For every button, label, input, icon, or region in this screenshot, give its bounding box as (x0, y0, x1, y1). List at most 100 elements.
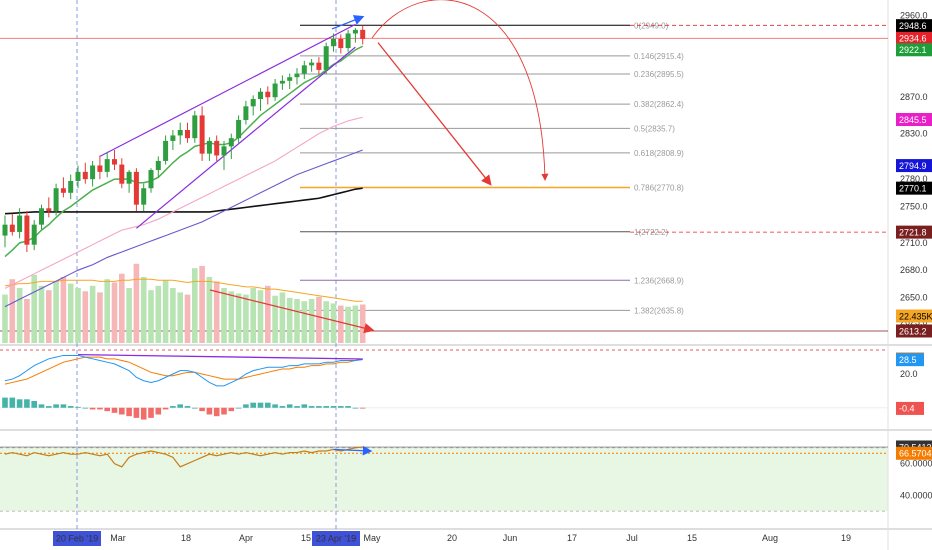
candle-body (185, 129, 190, 139)
macd-histogram-bar (104, 407, 110, 412)
volume-bar (24, 299, 30, 343)
candle-body (31, 224, 37, 245)
macd-histogram-bar (301, 404, 308, 408)
price-tag (896, 225, 932, 239)
macd-histogram-bar (250, 402, 256, 408)
volume-bar (359, 304, 366, 343)
x-tick-label: Aug (762, 533, 778, 543)
price-tag-label: 2794.9 (899, 161, 927, 171)
candle-body (177, 129, 183, 136)
volume-bar (279, 292, 286, 343)
price-tag (896, 324, 932, 338)
fib-level-label: 0.382(2862.4) (634, 100, 684, 109)
volume-bar (126, 288, 132, 343)
price-tick-label: 2830.0 (900, 129, 928, 139)
candle-body (331, 38, 336, 47)
fib-level-label: 0.618(2808.9) (634, 149, 684, 158)
volume-bar (38, 285, 45, 343)
candle-body (221, 146, 227, 156)
candle-body (104, 159, 110, 172)
candle-body (265, 91, 271, 98)
x-tick-label: May (363, 533, 381, 543)
fib-level-label: 0.146(2915.4) (634, 52, 684, 61)
price-tag (896, 43, 932, 57)
volume-bar (243, 294, 249, 343)
candle-body (323, 46, 329, 70)
candle-body (352, 29, 358, 34)
candle-body (60, 188, 66, 193)
volume-bar (235, 293, 242, 343)
target-arrow (377, 42, 492, 186)
price-tag (896, 309, 932, 323)
candle-body (258, 91, 263, 100)
candle-body (46, 208, 52, 212)
macd-histogram-bar (308, 406, 315, 408)
volume-bar (16, 288, 23, 343)
volume-bar (199, 266, 205, 343)
rsi-tag-label: 66.5704 (899, 449, 932, 459)
candle-body (338, 38, 344, 49)
x-tick-label: Apr (239, 533, 253, 543)
candle-body (163, 140, 169, 161)
volume-bar (170, 288, 176, 343)
macd-histogram-bar (359, 407, 366, 409)
macd-histogram-bar (192, 407, 198, 409)
volume-ma-line (4, 278, 363, 302)
candle-body (243, 106, 249, 120)
candle-body (112, 159, 117, 165)
volume-bar (228, 291, 235, 343)
macd-histogram-bar (82, 407, 89, 409)
macd-tag-label: -0.4 (899, 404, 915, 414)
x-tick-label: 20 (447, 533, 457, 543)
price-tag (896, 113, 932, 127)
volume-bar (177, 292, 183, 343)
volume-bar (338, 305, 344, 343)
fib-level-label: 0.786(2770.8) (634, 184, 684, 193)
macd-histogram-bar (338, 406, 344, 408)
price-tick-label: 2650.0 (900, 292, 928, 302)
candle-body (309, 62, 315, 66)
price-tag-label: 2922.1 (899, 45, 927, 55)
macd-histogram-bar (97, 407, 103, 410)
price-tag-label: 2613.2 (899, 326, 927, 336)
volume-bar (111, 282, 118, 343)
rsi-line (4, 446, 363, 468)
macd-histogram-bar (16, 399, 23, 408)
candle-body (97, 165, 103, 172)
macd-tag (896, 401, 924, 415)
x-tick-label: Mar (110, 533, 126, 543)
price-tick-label: 2750.0 (900, 201, 928, 211)
volume-bar (250, 288, 256, 343)
candle-body (75, 171, 81, 181)
volume-bar (286, 297, 293, 343)
candle-body (141, 188, 147, 205)
volume-bar (155, 285, 162, 343)
volume-bar (162, 280, 169, 343)
macd-histogram-bar (228, 407, 235, 412)
price-tick-label: 2780.0 (900, 174, 928, 184)
volume-bar (31, 274, 37, 343)
volume-bar (265, 285, 271, 343)
candle-body (68, 180, 74, 193)
candle-body (360, 29, 366, 39)
macd-histogram-bar (177, 404, 183, 408)
candle-body (9, 224, 15, 232)
fib-level-label: 1.236(2668.9) (634, 276, 684, 285)
price-tick-label: 2960.0 (900, 10, 928, 20)
macd-histogram-bar (119, 407, 125, 415)
macd-histogram-bar (206, 407, 213, 415)
macd-histogram-bar (199, 407, 205, 412)
candle-body (155, 160, 161, 171)
volume-bar (89, 285, 96, 343)
price-tag-label: 2934.6 (899, 34, 927, 44)
macd-histogram-bar (272, 404, 278, 408)
macd-histogram-bar (31, 401, 37, 408)
macd-histogram-bar (184, 406, 191, 408)
x-tick-label: 15 (687, 533, 697, 543)
price-tag-label: 2721.8 (899, 227, 927, 237)
candle-body (287, 77, 293, 81)
candle-body (345, 33, 351, 49)
macd-tick-label: 20.0 (900, 369, 918, 379)
volume-bar (206, 277, 213, 343)
